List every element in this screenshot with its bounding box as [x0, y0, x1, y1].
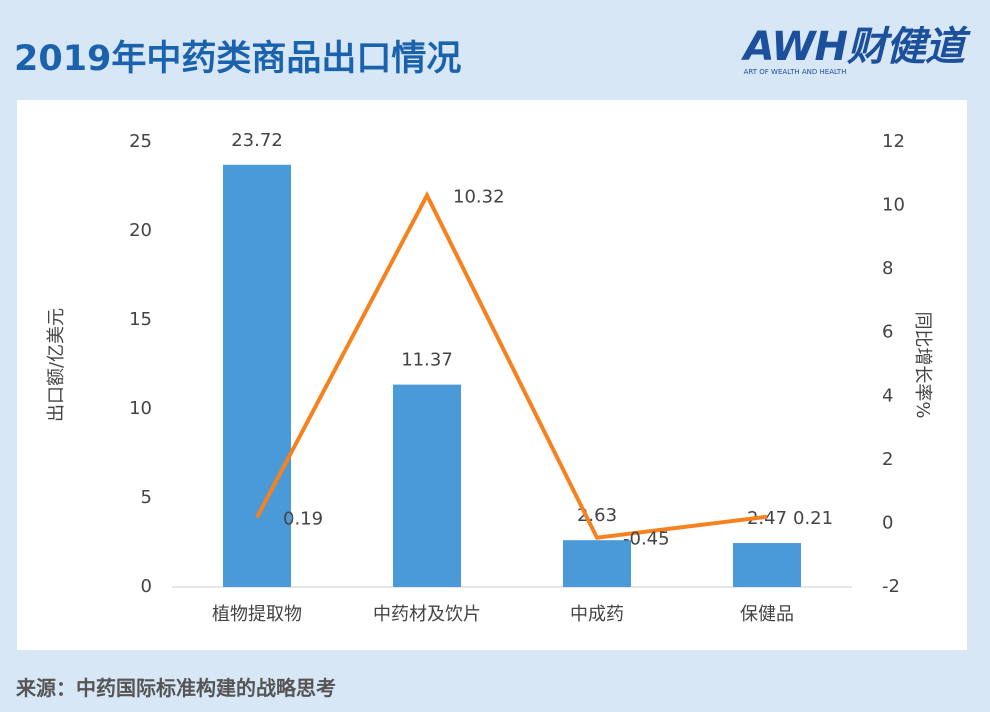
bar: [563, 540, 631, 587]
y-tick-label: 15: [129, 309, 152, 330]
bar-value-label: 11.37: [401, 350, 453, 371]
line: [255, 191, 768, 540]
y-tick-label: 25: [129, 131, 152, 152]
y-axis-label: 出口额/亿美元: [46, 308, 67, 422]
line-value-label: -0.45: [623, 529, 670, 550]
y2-tick-label: 2: [882, 449, 893, 470]
line-value-label: 0.19: [283, 508, 323, 529]
bar-value-label: 23.72: [231, 130, 283, 151]
y2-tick-label: 0: [882, 512, 893, 533]
x-tick-label: 植物提取物: [212, 604, 302, 625]
y2-tick-label: -2: [882, 576, 900, 597]
line-value-label: 0.21: [793, 508, 833, 529]
title: 2019年中药类商品出口情况: [14, 39, 462, 79]
logo-tagline: ART OF WEALTH AND HEALTH: [743, 68, 847, 76]
bar: [733, 543, 801, 587]
y2-tick-label: 6: [882, 322, 893, 343]
line-value-label: 10.32: [453, 186, 505, 207]
x-tick-label: 中药材及饮片: [373, 604, 481, 625]
y2-tick-label: 8: [882, 258, 893, 279]
source: 来源：中药国际标准构建的战略思考: [16, 676, 336, 700]
y-tick-label: 0: [141, 576, 152, 597]
y-tick-label: 10: [129, 398, 152, 419]
y2-tick-label: 10: [882, 195, 905, 216]
x-tick-label: 保健品: [740, 604, 794, 625]
bar: [223, 164, 291, 587]
logo-brand: AWH财健道: [743, 24, 965, 70]
y2-tick-label: 12: [882, 131, 905, 152]
chart-panel: [17, 100, 967, 650]
x-tick-label: 中成药: [570, 604, 624, 625]
y2-tick-label: 4: [882, 385, 893, 406]
y-tick-label: 20: [129, 220, 152, 241]
bar: [393, 384, 461, 587]
chart: 出口额/亿美元 同比增长率% 0 5 10 15 20 25 -2 0 2 4 6 8 10 12 植物提取…: [17, 100, 967, 650]
y-tick-label: 5: [141, 487, 152, 508]
logo: AWH财健道 ART OF WEALTH AND HEALTH: [743, 14, 965, 76]
y2-axis-label: 同比增长率%: [912, 311, 933, 418]
